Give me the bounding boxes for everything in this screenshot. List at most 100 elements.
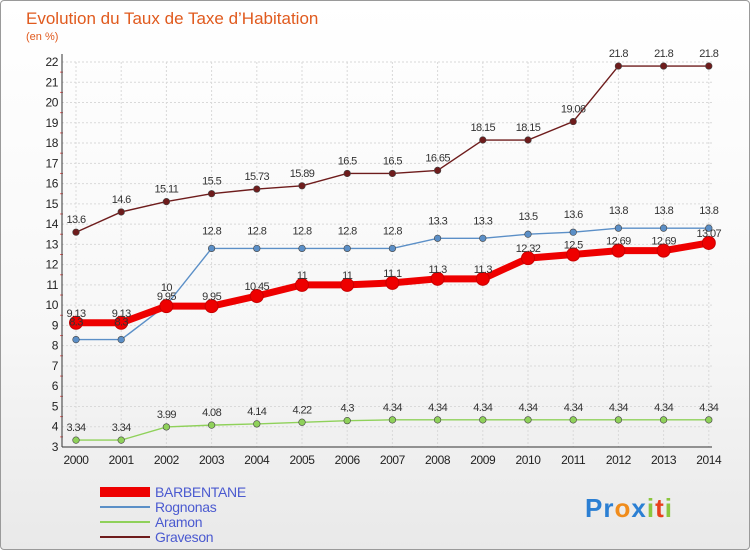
y-tick-label: 5 — [52, 399, 59, 413]
logo-letter: t — [655, 493, 665, 523]
axes: 3 4 5 6 7 8 9 10 11 12 13 14 15 16 17 18 19 20 21 22 2000 200… — [45, 54, 722, 467]
data-point — [479, 136, 487, 144]
data-label: 4.34 — [383, 402, 402, 414]
data-point — [388, 416, 397, 424]
data-label: 11.3 — [474, 264, 493, 276]
data-label: 13.6 — [564, 209, 583, 221]
data-label: 3.99 — [157, 409, 176, 421]
data-point — [569, 117, 577, 126]
data-point — [659, 416, 668, 424]
y-tick-label: 12 — [45, 258, 58, 272]
data-label: 12.8 — [338, 225, 357, 237]
data-label: 11 — [342, 270, 353, 282]
data-point — [117, 436, 125, 444]
data-point — [569, 416, 577, 424]
data-label: 3.34 — [112, 422, 131, 434]
data-label: 21.8 — [699, 48, 718, 60]
data-point — [388, 244, 397, 253]
x-tick-label: 2009 — [470, 453, 496, 467]
data-label: 9.13 — [66, 308, 85, 320]
y-tick-label: 6 — [52, 379, 59, 393]
data-label: 13.8 — [609, 205, 628, 217]
x-tick-label: 2012 — [606, 453, 632, 467]
y-tick-label: 8 — [52, 339, 59, 353]
data-point — [162, 198, 170, 206]
data-point — [159, 299, 174, 314]
data-point — [253, 244, 261, 253]
data-label: 21.8 — [609, 48, 628, 60]
data-label: 13.5 — [518, 211, 537, 223]
data-point — [343, 244, 351, 253]
data-point — [434, 166, 442, 175]
data-point — [705, 62, 713, 70]
data-label: 4.34 — [564, 402, 583, 414]
data-point — [524, 136, 532, 144]
data-label: 18.15 — [471, 122, 496, 134]
data-point — [479, 416, 487, 424]
data-point — [705, 224, 713, 232]
data-label: 4.14 — [247, 406, 266, 418]
data-label: 10 — [161, 282, 173, 294]
data-labels: 3.34 3.34 3.99 4.08 4.14 4.22 4.3 4.34 4.34 4.34 4… — [66, 48, 722, 434]
data-point — [249, 289, 264, 304]
x-tick-label: 2013 — [651, 453, 677, 467]
y-tick-label: 17 — [45, 156, 58, 170]
data-point — [614, 224, 623, 232]
data-label: 3.34 — [66, 422, 85, 434]
chart-title: Evolution du Taux de Taxe d’Habitation — [26, 9, 318, 28]
data-point — [72, 436, 80, 444]
data-label: 15.89 — [290, 168, 315, 180]
data-label: 4.22 — [292, 404, 311, 416]
x-tick-label: 2010 — [515, 453, 541, 467]
data-point — [117, 208, 125, 216]
data-label: 15.73 — [245, 171, 270, 183]
data-label: 13.3 — [473, 215, 492, 227]
data-point — [253, 185, 261, 193]
data-label: 19.06 — [561, 104, 586, 116]
y-tick-label: 22 — [45, 55, 58, 69]
data-point — [298, 244, 306, 253]
y-tick-label: 3 — [52, 440, 59, 454]
y-tick-label: 14 — [45, 217, 58, 231]
data-label: 4.34 — [699, 402, 718, 414]
data-point — [434, 234, 442, 242]
x-tick-label: 2000 — [63, 453, 89, 467]
data-label: 4.34 — [518, 402, 537, 414]
x-tick-label: 2005 — [289, 453, 315, 467]
data-label: 14.6 — [112, 194, 131, 206]
x-tick-label: 2007 — [380, 453, 406, 467]
data-point — [385, 275, 400, 290]
data-point — [253, 420, 261, 428]
data-label: 11.3 — [428, 264, 447, 276]
data-point — [521, 251, 535, 266]
series-layer — [69, 62, 716, 444]
legend-label: BARBENTANE — [155, 484, 246, 500]
data-label: 8.3 — [69, 317, 83, 329]
data-point — [72, 228, 80, 236]
data-point — [343, 169, 351, 178]
data-point — [72, 336, 80, 344]
y-tick-label: 7 — [52, 359, 59, 373]
logo-letter: P — [585, 493, 603, 523]
data-label: 13.3 — [428, 215, 447, 227]
logo-letter: o — [614, 493, 631, 523]
x-tick-label: 2002 — [154, 453, 180, 467]
data-point — [430, 271, 445, 286]
data-point — [343, 417, 351, 425]
logo-letter: i — [665, 493, 673, 523]
data-label: 12.5 — [564, 240, 583, 252]
data-label: 12.69 — [651, 236, 676, 248]
y-tick-label: 15 — [45, 197, 58, 211]
data-point — [524, 416, 532, 424]
x-tick-label: 2008 — [425, 453, 451, 467]
data-label: 12.32 — [516, 243, 541, 255]
proxiti-logo: Proxiti — [585, 493, 673, 523]
data-point — [659, 224, 668, 232]
data-point — [524, 230, 532, 238]
data-label: 9.95 — [157, 291, 176, 303]
data-point — [114, 315, 129, 330]
y-tick-label: 10 — [45, 298, 58, 312]
data-label: 9.13 — [112, 308, 131, 320]
data-label: 4.34 — [609, 402, 628, 414]
